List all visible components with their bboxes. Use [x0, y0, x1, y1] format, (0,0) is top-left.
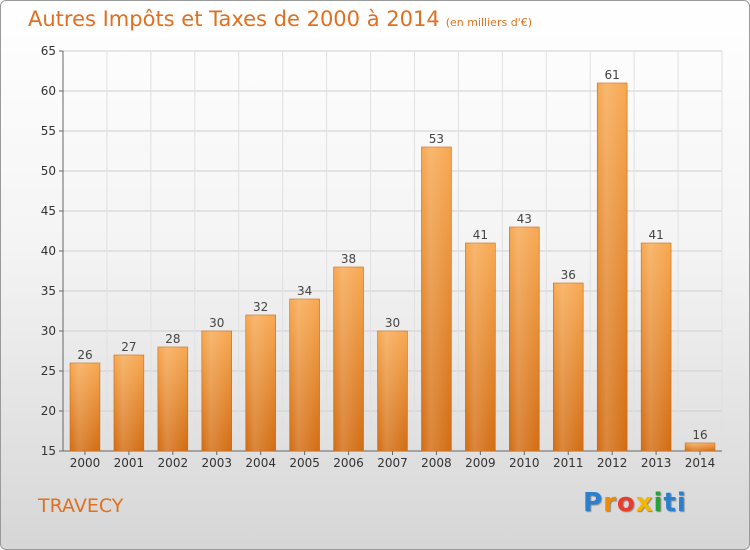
axes: 15 20 25 30 35 40 45 50 55 60 65	[41, 44, 722, 458]
x-tick-label-2012: 2012	[597, 456, 628, 470]
bar-shine-2006	[333, 267, 364, 451]
data-label-2007: 30	[385, 316, 400, 330]
x-tick-label-2000: 2000	[70, 456, 101, 470]
data-label-2003: 30	[209, 316, 224, 330]
bar-shine-2000	[70, 363, 100, 451]
bar-shine-2003	[201, 331, 232, 451]
bar-shine-2014	[685, 443, 715, 451]
x-tick-label-2014: 2014	[685, 456, 716, 470]
data-label-2009: 41	[473, 228, 488, 242]
commune-name: TRAVECY	[38, 495, 124, 517]
data-label-2005: 34	[297, 284, 312, 298]
proxiti-logo: Proxiti	[583, 488, 687, 518]
x-tick-label-2004: 2004	[245, 456, 276, 470]
y-tick-label: 65	[41, 44, 56, 58]
x-tick-label-2006: 2006	[333, 456, 364, 470]
y-tick-label: 35	[41, 284, 56, 298]
chart-subtitle: (en milliers d'€)	[445, 16, 532, 29]
bar-shine-2010	[509, 227, 540, 451]
labels: 26 2000 27 2001 28 2002 30 2003 32 2004 34 2005 38 20…	[70, 68, 716, 470]
data-label-2004: 32	[253, 300, 268, 314]
bar-shine-2002	[157, 347, 188, 451]
x-tick-label-2013: 2013	[641, 456, 672, 470]
x-tick-label-2009: 2009	[465, 456, 496, 470]
y-tick-label: 60	[41, 84, 56, 98]
y-tick-label: 40	[41, 244, 56, 258]
data-label-2002: 28	[165, 332, 180, 346]
bar-shine-2011	[553, 283, 584, 451]
x-tick-label-2008: 2008	[421, 456, 452, 470]
data-label-2014: 16	[692, 428, 707, 442]
bar-shine-2013	[641, 243, 672, 451]
bar-shine-2004	[245, 315, 276, 451]
x-tick-label-2003: 2003	[201, 456, 232, 470]
data-label-2008: 53	[429, 132, 444, 146]
bar-shine-2009	[465, 243, 496, 451]
data-label-2010: 43	[517, 212, 532, 226]
data-label-2001: 27	[121, 340, 136, 354]
data-label-2012: 61	[605, 68, 620, 82]
bar-shine-2005	[289, 299, 320, 451]
x-tick-label-2002: 2002	[158, 456, 189, 470]
bar-shine-2012	[597, 83, 628, 451]
bars	[69, 82, 716, 452]
y-tick-label: 45	[41, 204, 56, 218]
data-label-2013: 41	[648, 228, 663, 242]
y-tick-label: 50	[41, 164, 56, 178]
y-tick-label: 55	[41, 124, 56, 138]
y-tick-label: 25	[41, 364, 56, 378]
x-tick-label-2001: 2001	[114, 456, 145, 470]
y-tick-label: 30	[41, 324, 56, 338]
data-label-2000: 26	[77, 348, 92, 362]
bar-shine-2007	[377, 331, 408, 451]
y-tick-label: 15	[41, 444, 56, 458]
data-label-2006: 38	[341, 252, 356, 266]
bar-shine-2001	[113, 355, 144, 451]
chart-title: Autres Impôts et Taxes de 2000 à 2014 (en…	[28, 7, 532, 31]
x-tick-label-2011: 2011	[553, 456, 584, 470]
x-tick-label-2005: 2005	[289, 456, 320, 470]
bar-shine-2008	[421, 147, 452, 451]
x-tick-label-2007: 2007	[377, 456, 408, 470]
data-label-2011: 36	[561, 268, 576, 282]
y-tick-label: 20	[41, 404, 56, 418]
x-tick-label-2010: 2010	[509, 456, 540, 470]
